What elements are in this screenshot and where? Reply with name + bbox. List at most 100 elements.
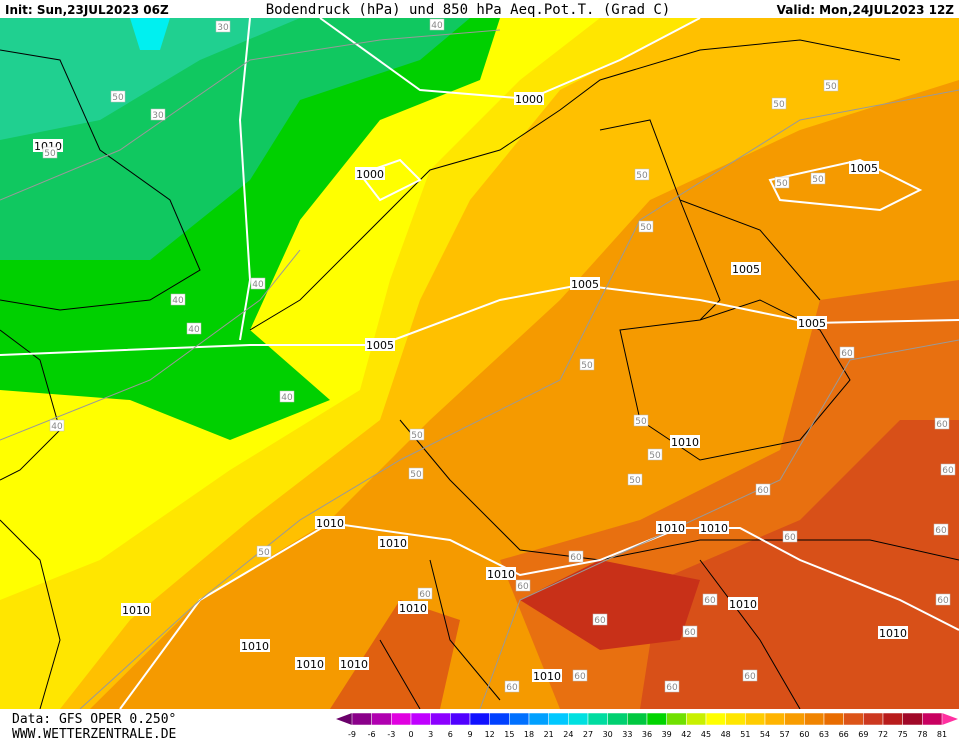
theta-label-box <box>782 530 798 543</box>
colorbar-tick-label: 63 <box>819 730 829 739</box>
colorbar-tick-label: 36 <box>642 730 652 739</box>
colorbar-box <box>804 712 825 726</box>
isobar-label-box <box>378 536 408 549</box>
theta-label-box <box>934 417 950 430</box>
colorbar-tick-label: 33 <box>622 730 632 739</box>
colorbar-box <box>607 712 628 726</box>
theta-label-box <box>682 625 698 638</box>
field <box>130 18 170 50</box>
isobar-label-box <box>486 567 516 580</box>
theta-label: 50 <box>649 451 661 461</box>
theta-label: 50 <box>825 82 837 92</box>
colorbar-tick-label: 0 <box>408 730 413 739</box>
map <box>0 17 959 710</box>
theta-label: 40 <box>188 325 200 335</box>
isobar-label-box <box>731 262 761 275</box>
colorbar-box <box>902 712 923 726</box>
theta-label-box <box>633 414 649 427</box>
theta-label-box <box>170 293 186 306</box>
isobar-label-box <box>728 597 758 610</box>
theta-label-box <box>592 613 608 626</box>
field <box>330 600 460 709</box>
colorbar-box <box>764 712 785 726</box>
theta-label-box <box>647 448 663 461</box>
colorbar-tick-label: 48 <box>721 730 731 739</box>
colorbar-tick-label: -3 <box>387 730 395 739</box>
theta-label: 40 <box>431 21 443 31</box>
colorbar-tick-label: 18 <box>524 730 534 739</box>
isobar-label: 1010 <box>379 537 407 550</box>
isobar-label-box <box>656 521 686 534</box>
theta-label-box <box>774 176 790 189</box>
theta-label: 60 <box>574 672 586 682</box>
theta-label: 50 <box>410 470 422 480</box>
theta-label: 60 <box>517 582 529 592</box>
colorbar-box <box>489 712 510 726</box>
isobar-label: 1010 <box>399 602 427 615</box>
header-bar <box>0 0 959 18</box>
colorbar-box <box>528 712 549 726</box>
theta-label: 60 <box>784 533 796 543</box>
theta-label-box <box>515 579 531 592</box>
colorbar-box <box>666 712 687 726</box>
isobar-label-box <box>570 277 600 290</box>
isobar-label-box <box>849 161 879 174</box>
theta-label-box <box>627 473 643 486</box>
colorbar-box <box>587 712 608 726</box>
isobar-label: 1005 <box>798 317 826 330</box>
theta-label-box <box>250 277 266 290</box>
isobar-label: 1000 <box>356 168 384 181</box>
isobar-label-box <box>121 603 151 616</box>
theta-label-box <box>150 108 166 121</box>
theta-label: 50 <box>44 149 56 159</box>
theta-contours <box>0 29 959 710</box>
theta-label-box <box>215 20 231 33</box>
theta-label-box <box>110 90 126 103</box>
colorbar-tick-label: 9 <box>467 730 472 739</box>
theta-label-box <box>839 346 855 359</box>
theta-label-box <box>771 97 787 110</box>
colorbar-tick-label: 69 <box>858 730 868 739</box>
colorbar-box <box>686 712 707 726</box>
colorbar-tick-label: -9 <box>348 730 356 739</box>
theta-label: 40 <box>172 296 184 306</box>
theta-label: 60 <box>936 420 948 430</box>
colorbar-under <box>336 713 352 725</box>
isobar-label-box <box>240 639 270 652</box>
theta-label: 50 <box>640 223 652 233</box>
theta-label: 60 <box>666 683 678 693</box>
isobar-label: 1005 <box>571 278 599 291</box>
isobar-label: 1010 <box>700 522 728 535</box>
colorbar-box <box>882 712 903 726</box>
colorbar-box <box>646 712 667 726</box>
theta-label: 60 <box>419 590 431 600</box>
theta-label: 30 <box>217 23 229 33</box>
theta-label: 60 <box>841 349 853 359</box>
init-time: Init: Sun,23JUL2023 06Z <box>5 3 169 17</box>
isobar-label: 1010 <box>487 568 515 581</box>
colorbar-box <box>745 712 766 726</box>
colorbar-tick-label: 3 <box>428 730 433 739</box>
colorbar-tick-label: 6 <box>448 730 453 739</box>
colorbar-tick-label: 12 <box>485 730 495 739</box>
theta-label: 60 <box>594 616 606 626</box>
theta-label-box <box>429 18 445 31</box>
isobar-label: 1010 <box>340 658 368 671</box>
colorbar-box <box>705 712 726 726</box>
theta-label: 50 <box>112 93 124 103</box>
map-labels: 1000 1010 1000 1005 1005 1005 1005 1005 1010 1010… <box>33 18 956 693</box>
colorbar-box <box>843 712 864 726</box>
colorbar-box <box>430 712 451 726</box>
colorbar-tick-label: 66 <box>839 730 849 739</box>
isobar-label-box <box>355 167 385 180</box>
theta-label-box <box>49 419 65 432</box>
theta-label-box <box>823 79 839 92</box>
theta-label: 60 <box>935 526 947 536</box>
colorbar-box <box>725 712 746 726</box>
theta-label-box <box>42 146 58 159</box>
theta-label: 50 <box>411 431 423 441</box>
theta-label: 60 <box>506 683 518 693</box>
isobars <box>0 17 959 710</box>
theta-label-box <box>940 463 956 476</box>
